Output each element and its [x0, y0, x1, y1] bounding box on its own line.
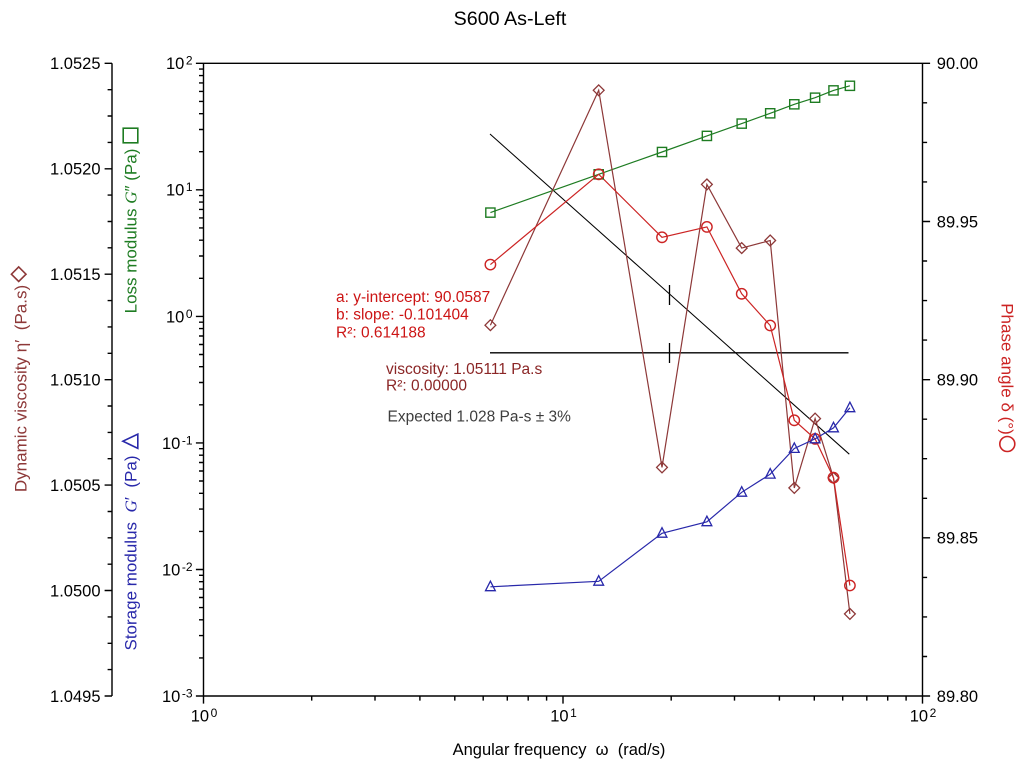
svg-text:89.95: 89.95 — [937, 213, 978, 231]
svg-text:b: slope: -0.101404: b: slope: -0.101404 — [336, 307, 469, 324]
svg-text:89.85: 89.85 — [937, 530, 978, 548]
svg-text:89.90: 89.90 — [937, 372, 978, 390]
svg-text:1.0510: 1.0510 — [50, 372, 100, 390]
svg-text:Angular frequency ω (rad/s): Angular frequency ω (rad/s) — [453, 741, 666, 759]
svg-text:Expected 1.028 Pa-s ± 3%: Expected 1.028 Pa-s ± 3% — [388, 408, 572, 425]
svg-text:Loss modulus G″ (Pa): Loss modulus G″ (Pa) — [122, 149, 141, 314]
svg-text:R²: 0.00000: R²: 0.00000 — [386, 378, 467, 395]
svg-text:1.0500: 1.0500 — [50, 582, 100, 600]
svg-text:1.0505: 1.0505 — [50, 477, 100, 495]
svg-text:1.0515: 1.0515 — [50, 266, 100, 284]
svg-text:Storage modulus G′ (Pa): Storage modulus G′ (Pa) — [122, 456, 141, 651]
svg-text:1.0495: 1.0495 — [50, 688, 100, 706]
svg-text:89.80: 89.80 — [937, 688, 978, 706]
svg-text:viscosity: 1.05111 Pa.s: viscosity: 1.05111 Pa.s — [386, 361, 542, 378]
svg-text:S600 As-Left: S600 As-Left — [454, 8, 567, 30]
svg-text:a: y-intercept: 90.0587: a: y-intercept: 90.0587 — [336, 289, 490, 306]
svg-text:1.0525: 1.0525 — [50, 55, 100, 73]
svg-text:90.00: 90.00 — [937, 55, 978, 73]
svg-text:Dynamic viscosity η′ (Pa.s): Dynamic viscosity η′ (Pa.s) — [12, 285, 31, 492]
svg-text:R²: 0.614188: R²: 0.614188 — [336, 324, 426, 341]
svg-text:1.0520: 1.0520 — [50, 161, 100, 179]
svg-text:Phase angle δ (°): Phase angle δ (°) — [998, 303, 1017, 435]
